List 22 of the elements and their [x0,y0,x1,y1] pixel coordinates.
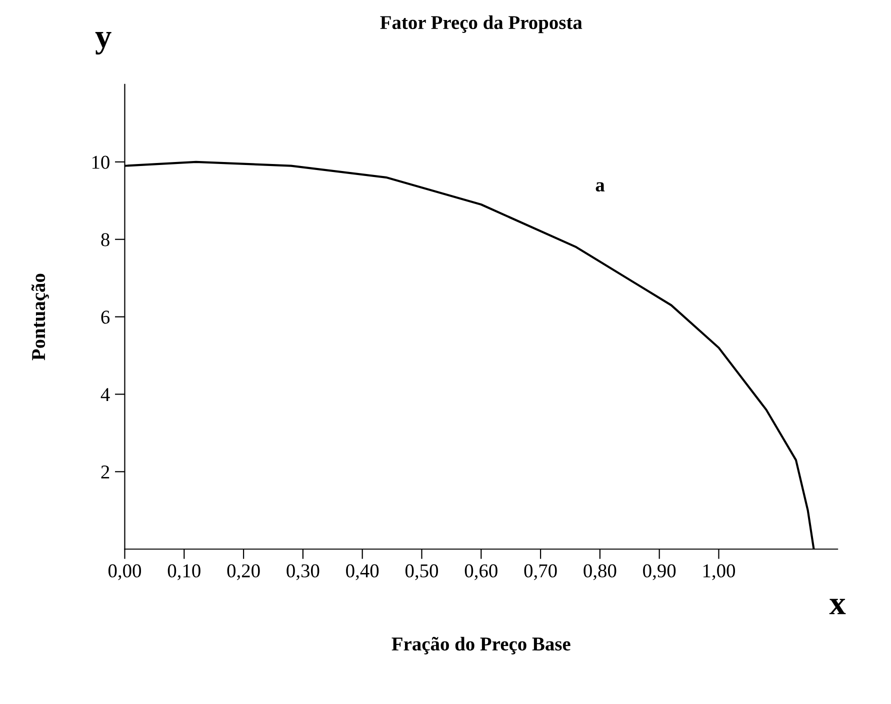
text: x [829,598,846,614]
x-tick-label: 0,00 [108,564,142,580]
x-tick-label: 0,50 [405,564,438,580]
y-tick-label: 8 [101,233,110,246]
chart-title: Fator Preço da Proposta [380,15,582,34]
x-tick-label: 0,80 [584,564,616,580]
x-axis-title: Fração do Preço Base [392,636,570,654]
y-axis-title: Pontuação [31,274,49,360]
x-tick-label: 0,90 [643,564,676,580]
y-tick-label: 4 [100,388,110,401]
x-tick-label: 1,00 [703,564,736,580]
x-tick-label: 0,10 [168,564,200,580]
x-tick-label: 0,30 [286,564,320,580]
x-tick-label: 0,20 [227,564,260,580]
x-tick-label: 0,70 [524,564,557,580]
y-tick-label: 6 [101,310,110,324]
y-tick-label: 2 [101,466,110,478]
annotation: a [596,182,605,192]
text: y [95,32,112,54]
x-tick-label: 0,60 [464,564,498,580]
y-tick-label: 10 [92,156,110,169]
x-tick-label: 0,40 [346,564,379,580]
